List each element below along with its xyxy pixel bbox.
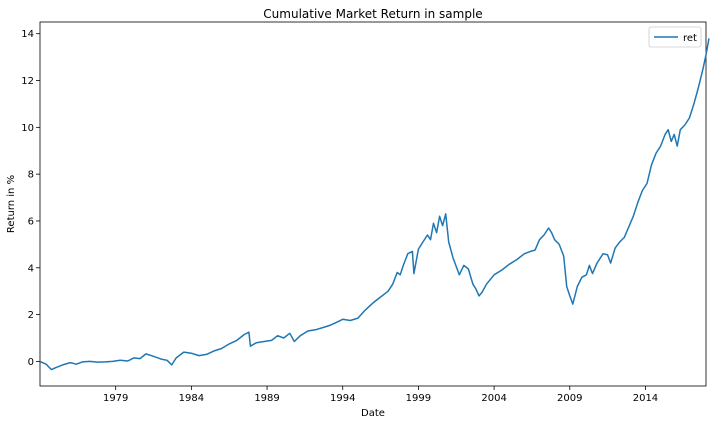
y-tick-label: 4 (28, 263, 34, 274)
x-axis-title: Date (361, 408, 385, 419)
x-tick-label: 1994 (330, 393, 355, 404)
x-tick-label: 2014 (633, 393, 658, 404)
y-tick-label: 0 (28, 357, 34, 368)
y-tick-label: 10 (21, 123, 34, 134)
series-line-ret (39, 38, 710, 371)
x-tick-label: 1979 (103, 393, 128, 404)
plot-area-frame (39, 21, 707, 387)
y-axis-title: Return in % (6, 175, 17, 233)
y-tick-label: 2 (28, 310, 34, 321)
y-axis-ticks: 0 2 4 6 8 10 12 14 (21, 29, 40, 368)
x-tick-label: 2004 (481, 393, 506, 404)
y-tick-label: 8 (28, 170, 34, 181)
y-tick-label: 12 (21, 76, 34, 87)
x-axis-ticks: 1979 1984 1989 1994 1999 2004 2009 2014 (103, 386, 658, 404)
x-tick-label: 1989 (254, 393, 279, 404)
x-tick-label: 2009 (557, 393, 582, 404)
legend: ret (648, 26, 702, 48)
x-tick-label: 1999 (406, 393, 431, 404)
legend-label-ret: ret (683, 33, 697, 44)
y-tick-label: 14 (21, 29, 34, 40)
chart-title: Cumulative Market Return in sample (263, 7, 482, 21)
x-tick-label: 1984 (179, 393, 204, 404)
y-tick-label: 6 (28, 216, 34, 227)
series-layer (39, 38, 710, 371)
